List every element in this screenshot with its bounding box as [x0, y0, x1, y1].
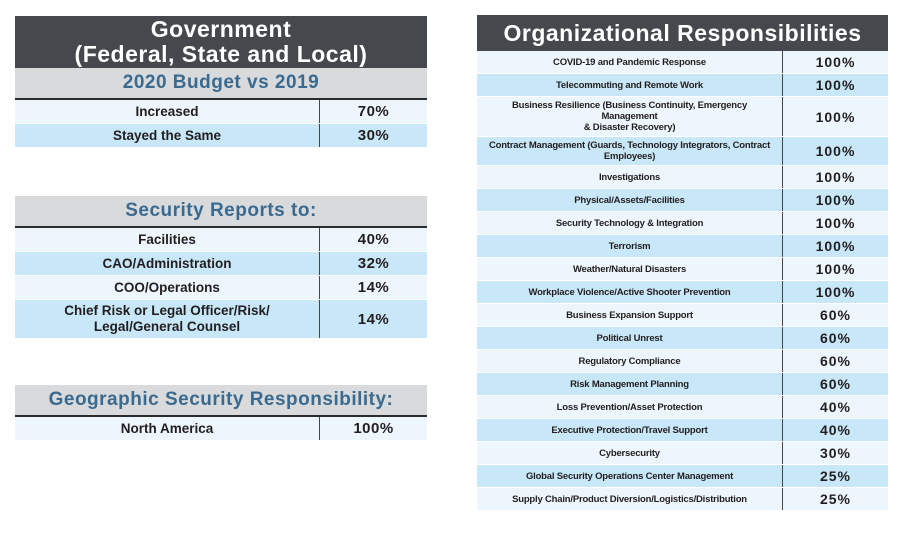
row-value: 100% [782, 281, 888, 303]
security-reports-table: Facilities 40% CAO/Administration 32% CO… [15, 228, 427, 339]
table-row: Facilities 40% [15, 228, 427, 252]
row-label: North America [120, 420, 214, 436]
row-label: Chief Risk or Legal Officer/Risk/ Legal/… [64, 303, 270, 334]
table-row: COVID-19 and Pandemic Response 100% [477, 51, 888, 74]
row-value: 100% [782, 51, 888, 73]
table-row: Security Technology & Integration 100% [477, 212, 888, 235]
row-value: 60% [782, 304, 888, 326]
row-value: 100% [782, 212, 888, 234]
table-row: Executive Protection/Travel Support 40% [477, 419, 888, 442]
row-value: 25% [782, 465, 888, 487]
row-label: Global Security Operations Center Manage… [525, 470, 734, 482]
row-value: 40% [782, 419, 888, 441]
row-value: 32% [319, 252, 427, 275]
table-row: Supply Chain/Product Diversion/Logistics… [477, 488, 888, 511]
row-label: Investigations [598, 171, 661, 183]
row-value: 100% [782, 74, 888, 96]
government-panel-title: Government (Federal, State and Local) [15, 16, 427, 68]
table-row: Business Resilience (Business Continuity… [477, 97, 888, 137]
row-value: 100% [319, 417, 427, 440]
row-label: Executive Protection/Travel Support [551, 424, 708, 436]
row-label: Weather/Natural Disasters [572, 263, 687, 275]
geographic-responsibility-section: Geographic Security Responsibility: Nort… [15, 385, 427, 441]
row-label: Supply Chain/Product Diversion/Logistics… [512, 493, 747, 505]
row-label: Political Unrest [596, 332, 663, 344]
table-row: Global Security Operations Center Manage… [477, 465, 888, 488]
table-row: Loss Prevention/Asset Protection 40% [477, 396, 888, 419]
table-row: Contract Management (Guards, Technology … [477, 137, 888, 166]
table-row: Investigations 100% [477, 166, 888, 189]
table-row: Cybersecurity 30% [477, 442, 888, 465]
row-label: Contract Management (Guards, Technology … [488, 140, 771, 162]
budget-table: Increased 70% Stayed the Same 30% [15, 100, 427, 148]
row-value: 100% [782, 235, 888, 257]
row-label: Regulatory Compliance [578, 355, 681, 367]
row-label: Telecommuting and Remote Work [556, 79, 703, 91]
table-row: Weather/Natural Disasters 100% [477, 258, 888, 281]
row-label: Terrorism [608, 240, 651, 252]
table-row: Political Unrest 60% [477, 327, 888, 350]
row-label: COVID-19 and Pandemic Response [553, 56, 706, 68]
organizational-responsibilities-table: COVID-19 and Pandemic Response 100% Tele… [477, 51, 888, 511]
table-row: Telecommuting and Remote Work 100% [477, 74, 888, 97]
row-value: 100% [782, 97, 888, 136]
row-label: Increased [135, 103, 199, 119]
organizational-responsibilities-title: Organizational Responsibilities [477, 15, 888, 51]
row-value: 60% [782, 350, 888, 372]
table-row: Stayed the Same 30% [15, 124, 427, 148]
row-value: 100% [782, 258, 888, 280]
organizational-responsibilities-section: Organizational Responsibilities COVID-19… [477, 15, 888, 511]
row-value: 100% [782, 189, 888, 211]
budget-section-header: 2020 Budget vs 2019 [15, 68, 427, 100]
row-label: Workplace Violence/Active Shooter Preven… [528, 286, 731, 298]
row-label: Cybersecurity [599, 447, 660, 459]
row-label: Stayed the Same [112, 127, 222, 143]
table-row: Terrorism 100% [477, 235, 888, 258]
table-row: COO/Operations 14% [15, 276, 427, 300]
row-label: Business Resilience (Business Continuity… [511, 100, 748, 133]
table-row: Risk Management Planning 60% [477, 373, 888, 396]
table-row: North America 100% [15, 417, 427, 441]
row-label: Security Technology & Integration [555, 217, 704, 229]
row-label: Business Expansion Support [566, 309, 693, 321]
table-row: Business Expansion Support 60% [477, 304, 888, 327]
row-value: 70% [319, 100, 427, 123]
table-row: Increased 70% [15, 100, 427, 124]
table-row: Workplace Violence/Active Shooter Preven… [477, 281, 888, 304]
security-reports-header: Security Reports to: [15, 196, 427, 228]
row-label: CAO/Administration [102, 255, 232, 271]
row-value: 100% [782, 137, 888, 165]
security-reports-section: Security Reports to: Facilities 40% CAO/… [15, 196, 427, 339]
geographic-responsibility-header: Geographic Security Responsibility: [15, 385, 427, 417]
government-budget-section: Government (Federal, State and Local) 20… [15, 16, 427, 148]
row-value: 60% [782, 327, 888, 349]
row-value: 100% [782, 166, 888, 188]
row-value: 40% [319, 228, 427, 251]
table-row: CAO/Administration 32% [15, 252, 427, 276]
row-value: 14% [319, 276, 427, 299]
table-row: Physical/Assets/Facilities 100% [477, 189, 888, 212]
row-value: 60% [782, 373, 888, 395]
row-label: Loss Prevention/Asset Protection [556, 401, 703, 413]
table-row: Chief Risk or Legal Officer/Risk/ Legal/… [15, 300, 427, 339]
row-label: Risk Management Planning [570, 378, 689, 390]
row-value: 14% [319, 300, 427, 338]
row-value: 30% [319, 124, 427, 147]
row-label: COO/Operations [114, 279, 220, 295]
row-label: Facilities [138, 231, 196, 247]
geographic-responsibility-table: North America 100% [15, 417, 427, 441]
row-value: 25% [782, 488, 888, 510]
row-value: 40% [782, 396, 888, 418]
table-row: Regulatory Compliance 60% [477, 350, 888, 373]
row-label: Physical/Assets/Facilities [574, 194, 685, 206]
row-value: 30% [782, 442, 888, 464]
